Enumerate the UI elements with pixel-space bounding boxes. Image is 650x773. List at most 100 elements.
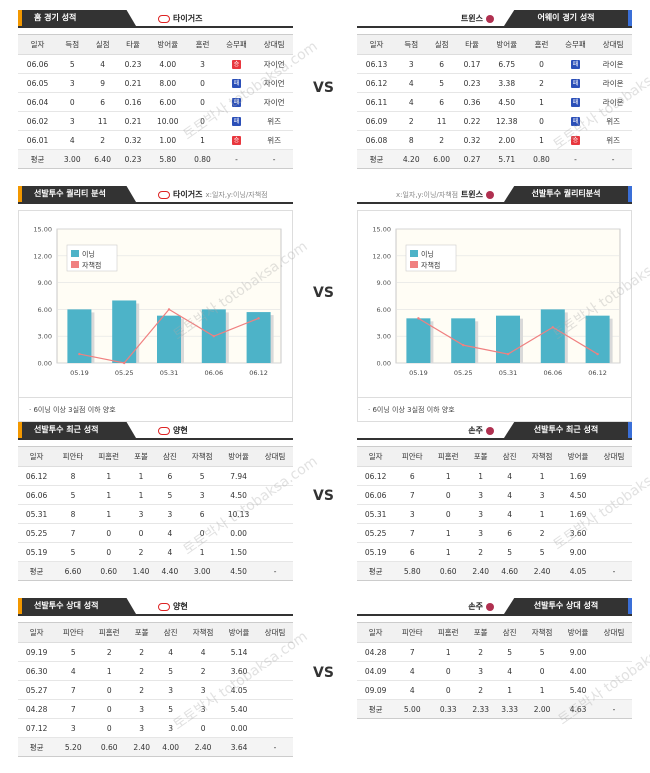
column-header: 방어율 <box>560 446 597 467</box>
table-cell: 5 <box>155 485 185 505</box>
column-header: 피홈런 <box>430 446 467 467</box>
average-cell: 3.64 <box>221 737 258 757</box>
table-cell: 3 <box>524 485 561 505</box>
quality-right-axis-note: x:일자,y:이닝/자책점 <box>395 191 459 199</box>
result-cell: 승 <box>217 130 256 150</box>
table-cell: 1 <box>466 466 496 486</box>
quality-left-team: 타이거즈 x:일자,y:이닝/자책점 <box>158 188 268 202</box>
table-cell: 5 <box>55 542 91 562</box>
table-row: 06.11 4 6 0.36 4.50 1 패 라이온 <box>357 92 632 112</box>
vsrec-right-panel: 손주 선발투수 상대 성적 일자 피안타 피홈런 포볼 삼진 자책점 방어율 상대팀 04.28… <box>357 598 632 719</box>
average-cell: 0.80 <box>187 149 218 169</box>
table-row: 06.12 4 5 0.23 3.38 2 패 라이온 <box>357 73 632 93</box>
table-cell <box>257 699 293 719</box>
table-cell: 0 <box>526 111 557 131</box>
table-row: 06.08 8 2 0.32 2.00 1 승 위즈 <box>357 130 632 150</box>
y-tick-label: 3.00 <box>38 333 52 341</box>
table-cell: 0.16 <box>117 92 149 112</box>
table-cell: 3 <box>185 699 222 719</box>
column-header: 득점 <box>396 34 427 55</box>
table-cell: 04.28 <box>18 699 56 719</box>
table-row: 06.12 8 1 1 6 5 7.94 <box>18 466 293 486</box>
table-cell: 3 <box>394 504 431 524</box>
table-cell: 2 <box>127 642 157 662</box>
vsrec-right-header: 손주 선발투수 상대 성적 <box>357 598 632 616</box>
column-header: 포볼 <box>126 446 156 467</box>
home-team-name: 타이거즈 <box>158 12 202 26</box>
table-cell: 06.05 <box>18 73 58 93</box>
result-badge: 패 <box>570 79 580 88</box>
recent-left-table: 일자 피안타 피홈런 포볼 삼진 자책점 방어율 상대팀 06.12 8 1 1 6 5 7.94 06.06… <box>18 446 293 581</box>
table-header-row: 일자 피안타 피홈런 포볼 삼진 자책점 방어율 상대팀 <box>18 446 293 467</box>
table-cell: 0 <box>524 661 561 681</box>
table-cell: 5 <box>495 642 525 662</box>
table-cell <box>257 680 293 700</box>
table-cell: 0 <box>430 504 467 524</box>
table-cell: 4 <box>396 73 427 93</box>
table-cell: 3 <box>126 504 156 524</box>
result-badge: 승 <box>231 136 241 145</box>
table-row: 06.05 3 9 0.21 8.00 0 패 자이언 <box>18 73 293 93</box>
legend-label: 이닝 <box>82 250 95 259</box>
average-cell: 4.63 <box>560 699 597 719</box>
column-header: 상대팀 <box>596 446 632 467</box>
table-cell: 1 <box>524 466 561 486</box>
table-cell: 10.13 <box>220 504 258 524</box>
bar-innings <box>157 315 181 363</box>
column-header: 피홈런 <box>91 622 128 643</box>
table-cell: 05.19 <box>18 542 56 562</box>
table-cell: 4.05 <box>221 680 258 700</box>
table-cell: 6 <box>426 54 457 74</box>
table-cell: 5 <box>55 485 91 505</box>
average-cell: 4.20 <box>396 149 427 169</box>
average-cell: 평균 <box>357 699 395 719</box>
bar-innings <box>406 318 431 363</box>
table-cell: 05.27 <box>18 680 56 700</box>
average-cell: 0.80 <box>526 149 557 169</box>
vsrec-left-pitcher: 양현 <box>158 600 188 614</box>
column-header: 피홈런 <box>90 446 127 467</box>
table-cell: 3 <box>57 73 88 93</box>
average-cell: - <box>217 149 256 169</box>
column-header: 삼진 <box>495 446 525 467</box>
table-row: 06.02 3 11 0.21 10.00 0 패 위즈 <box>18 111 293 131</box>
table-cell: 07.12 <box>18 718 56 738</box>
table-cell: 7 <box>55 680 92 700</box>
table-row: 06.30 4 1 2 5 2 3.60 <box>18 661 293 681</box>
column-header: 포볼 <box>466 622 496 643</box>
table-cell: 06.06 <box>18 54 58 74</box>
result-badge: 승 <box>231 60 241 69</box>
table-row: 05.27 7 0 2 3 3 4.05 <box>18 680 293 700</box>
table-cell: 09.09 <box>357 680 395 700</box>
earned-runs-point <box>78 352 81 356</box>
table-cell: 위즈 <box>594 111 632 131</box>
legend-label: 자책점 <box>421 261 440 270</box>
table-cell: 5 <box>426 73 457 93</box>
table-cell <box>257 718 293 738</box>
quality-left-title: 선발투수 퀄리티 분석 <box>18 186 136 202</box>
result-cell: 패 <box>217 73 256 93</box>
table-cell: 5.40 <box>560 680 597 700</box>
bar-innings <box>496 315 520 363</box>
table-cell: 0.00 <box>220 523 258 543</box>
table-cell: 1 <box>90 504 127 524</box>
y-tick-label: 12.00 <box>33 252 52 260</box>
average-cell: 2.40 <box>524 561 561 581</box>
average-cell: - <box>556 149 595 169</box>
table-cell: 7 <box>394 642 431 662</box>
column-header: 일자 <box>18 622 56 643</box>
y-tick-label: 6.00 <box>377 306 391 314</box>
column-header: 타율 <box>117 34 149 55</box>
table-row: 06.13 3 6 0.17 6.75 0 패 라이온 <box>357 54 632 74</box>
column-header: 일자 <box>357 34 397 55</box>
table-cell: 9.00 <box>560 642 597 662</box>
tigers-logo-icon <box>158 602 170 611</box>
table-cell <box>596 642 632 662</box>
y-tick-label: 15.00 <box>33 226 52 234</box>
table-cell: 1 <box>495 680 525 700</box>
table-cell: 3 <box>185 680 222 700</box>
column-header: 피홈런 <box>430 622 467 643</box>
table-cell: 5 <box>156 699 186 719</box>
table-cell: 0 <box>90 542 127 562</box>
